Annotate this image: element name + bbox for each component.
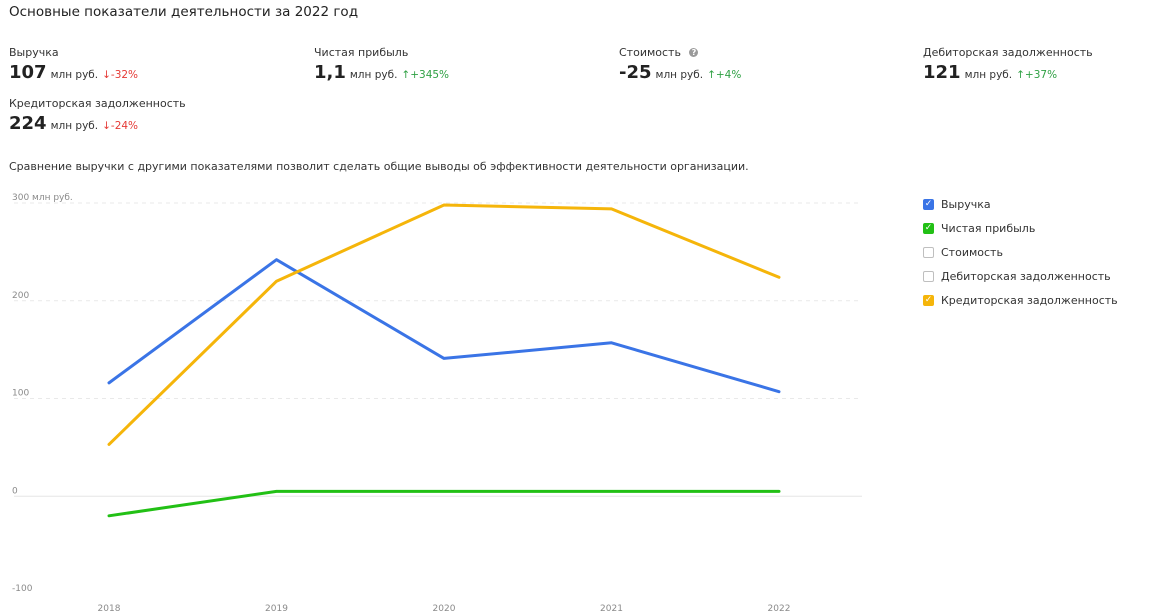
info-icon[interactable]: ? bbox=[689, 48, 699, 57]
metric-label: Стоимость bbox=[619, 46, 681, 59]
x-tick-label: 2022 bbox=[768, 604, 791, 614]
metric-receivables: Дебиторская задолженность 121 млн руб. ↑… bbox=[923, 46, 1093, 83]
legend-item-net-profit[interactable]: ✓ Чистая прибыль bbox=[923, 216, 1118, 240]
chart-description: Сравнение выручки с другими показателями… bbox=[9, 160, 749, 173]
x-tick-label: 2019 bbox=[265, 604, 288, 614]
checkbox-icon[interactable] bbox=[923, 246, 934, 258]
line-chart: 300 млн руб. 200 100 0 -100 2018 2019 2020 2021 2… bbox=[12, 193, 862, 614]
chart-legend: ✓ Выручка ✓ Чистая прибыль Стоимость Деб… bbox=[923, 192, 1118, 312]
legend-label: Выручка bbox=[941, 197, 991, 211]
metric-value: 1,1 bbox=[314, 62, 346, 83]
y-tick-label: 100 bbox=[12, 389, 29, 399]
y-tick-label: -100 bbox=[12, 584, 33, 594]
legend-item-receivables[interactable]: Дебиторская задолженность bbox=[923, 264, 1118, 288]
x-tick-label: 2021 bbox=[600, 604, 623, 614]
metric-unit: млн руб. bbox=[655, 69, 704, 81]
checkbox-icon[interactable]: ✓ bbox=[923, 294, 934, 306]
checkbox-icon[interactable]: ✓ bbox=[923, 222, 934, 234]
metric-net-profit: Чистая прибыль 1,1 млн руб. ↑+345% bbox=[314, 46, 449, 83]
metric-value: 107 bbox=[9, 62, 47, 83]
metric-value: 121 bbox=[923, 62, 961, 83]
metric-change: ↑+37% bbox=[1016, 69, 1058, 81]
metric-label: Кредиторская задолженность bbox=[9, 97, 186, 110]
metric-change: ↓-24% bbox=[102, 120, 139, 132]
metric-change: ↑+345% bbox=[401, 69, 450, 81]
metric-label: Выручка bbox=[9, 46, 59, 59]
metric-cost: Стоимость ? -25 млн руб. ↑+4% bbox=[619, 46, 741, 83]
metric-revenue: Выручка 107 млн руб. ↓-32% bbox=[9, 46, 138, 83]
legend-label: Чистая прибыль bbox=[941, 221, 1036, 235]
legend-item-cost[interactable]: Стоимость bbox=[923, 240, 1118, 264]
series-line bbox=[107, 258, 781, 394]
legend-label: Дебиторская задолженность bbox=[941, 269, 1111, 283]
metric-unit: млн руб. bbox=[50, 120, 99, 132]
y-tick-label: 200 bbox=[12, 291, 29, 301]
metric-change: ↑+4% bbox=[707, 69, 742, 81]
metric-unit: млн руб. bbox=[349, 69, 398, 81]
series-line bbox=[107, 203, 781, 446]
y-tick-label: 0 bbox=[12, 486, 18, 496]
x-tick-label: 2018 bbox=[98, 604, 121, 614]
page-title: Основные показатели деятельности за 2022… bbox=[9, 4, 359, 20]
legend-label: Стоимость bbox=[941, 245, 1003, 259]
metric-change: ↓-32% bbox=[102, 69, 139, 81]
legend-item-revenue[interactable]: ✓ Выручка bbox=[923, 192, 1118, 216]
metric-label: Чистая прибыль bbox=[314, 46, 409, 59]
legend-item-payables[interactable]: ✓ Кредиторская задолженность bbox=[923, 288, 1118, 312]
legend-label: Кредиторская задолженность bbox=[941, 293, 1118, 307]
metric-unit: млн руб. bbox=[964, 69, 1013, 81]
metric-unit: млн руб. bbox=[50, 69, 99, 81]
metric-value: -25 bbox=[619, 62, 652, 83]
x-tick-label: 2020 bbox=[433, 604, 456, 614]
series-line bbox=[107, 489, 781, 518]
metric-value: 224 bbox=[9, 113, 47, 134]
metric-label: Дебиторская задолженность bbox=[923, 46, 1093, 59]
checkbox-icon[interactable]: ✓ bbox=[923, 198, 934, 210]
metric-payables: Кредиторская задолженность 224 млн руб. … bbox=[9, 97, 186, 134]
y-tick-label: 300 млн руб. bbox=[12, 193, 73, 203]
checkbox-icon[interactable] bbox=[923, 270, 934, 282]
